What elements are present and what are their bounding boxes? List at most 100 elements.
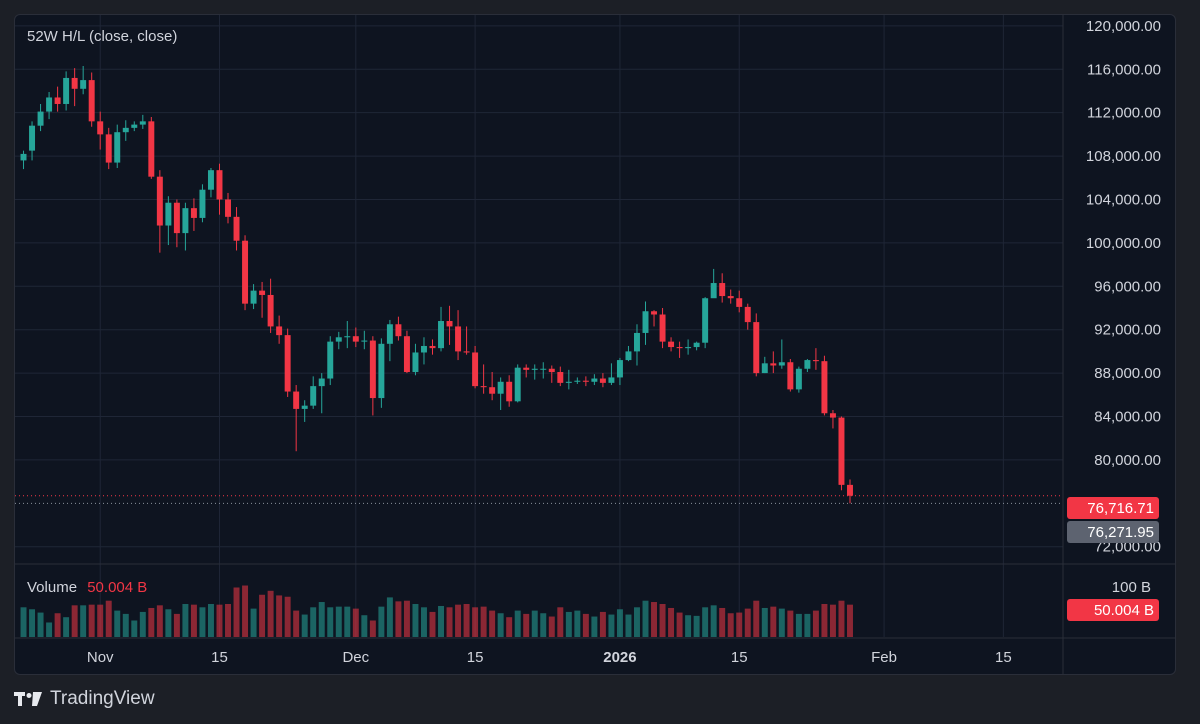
volume-bar[interactable]: [267, 590, 274, 637]
candle-body[interactable]: [625, 351, 632, 361]
volume-bar[interactable]: [63, 617, 70, 637]
volume-bar[interactable]: [293, 610, 300, 637]
candle-body[interactable]: [80, 80, 87, 89]
candle-body[interactable]: [71, 77, 78, 89]
candle-body[interactable]: [463, 351, 470, 353]
volume-bar[interactable]: [173, 613, 180, 637]
volume-bar[interactable]: [548, 616, 555, 637]
volume-bar[interactable]: [676, 612, 683, 637]
volume-bar[interactable]: [812, 610, 819, 637]
volume-bar[interactable]: [795, 613, 802, 637]
candle-body[interactable]: [97, 121, 104, 135]
volume-bar[interactable]: [847, 604, 853, 637]
candle-body[interactable]: [548, 368, 555, 373]
volume-bar[interactable]: [122, 613, 129, 637]
candle-body[interactable]: [259, 290, 266, 295]
volume-bar[interactable]: [318, 602, 325, 637]
volume-bar[interactable]: [165, 609, 172, 637]
candle-body[interactable]: [199, 189, 206, 218]
candle-body[interactable]: [429, 345, 436, 349]
candle-body[interactable]: [574, 380, 581, 382]
candle-body[interactable]: [702, 298, 709, 343]
volume-bar[interactable]: [489, 610, 496, 637]
candle-body[interactable]: [267, 294, 274, 327]
volume-bar[interactable]: [429, 611, 436, 637]
volume-bar[interactable]: [37, 612, 44, 637]
candle-body[interactable]: [744, 306, 751, 323]
volume-bar[interactable]: [693, 615, 700, 637]
volume-bar[interactable]: [139, 611, 146, 637]
volume-bar[interactable]: [540, 613, 547, 637]
volume-bar[interactable]: [412, 604, 419, 637]
candle-body[interactable]: [531, 368, 538, 370]
candle-body[interactable]: [207, 170, 214, 190]
candle-body[interactable]: [455, 326, 462, 352]
candle-body[interactable]: [642, 311, 649, 333]
volume-bar[interactable]: [105, 600, 112, 637]
volume-bar[interactable]: [97, 604, 104, 637]
candle-body[interactable]: [497, 381, 504, 394]
volume-bar[interactable]: [225, 604, 231, 637]
candle-body[interactable]: [173, 202, 180, 234]
volume-bar[interactable]: [685, 615, 692, 637]
candle-body[interactable]: [242, 240, 249, 304]
volume-bar[interactable]: [625, 614, 632, 637]
volume-bar[interactable]: [446, 607, 453, 637]
volume-bar[interactable]: [497, 613, 504, 637]
candle-body[interactable]: [668, 341, 675, 348]
volume-bar[interactable]: [361, 615, 368, 637]
candle-body[interactable]: [838, 417, 845, 485]
candle-body[interactable]: [523, 367, 530, 370]
candle-body[interactable]: [310, 386, 317, 406]
candle-body[interactable]: [651, 311, 658, 315]
volume-bar[interactable]: [480, 606, 487, 637]
candle-body[interactable]: [634, 332, 640, 352]
candle-body[interactable]: [148, 121, 155, 177]
volume-bar[interactable]: [403, 600, 410, 637]
candle-body[interactable]: [591, 378, 598, 382]
candle-body[interactable]: [276, 326, 283, 336]
volume-bar[interactable]: [608, 614, 615, 637]
volume-bar[interactable]: [710, 605, 717, 637]
candle-body[interactable]: [20, 153, 27, 161]
volume-bar[interactable]: [506, 617, 513, 637]
candle-body[interactable]: [378, 343, 385, 399]
volume-bar[interactable]: [310, 607, 317, 637]
candle-body[interactable]: [557, 372, 564, 383]
volume-bar[interactable]: [599, 611, 606, 637]
volume-bar[interactable]: [557, 607, 564, 637]
candle-body[interactable]: [412, 352, 419, 373]
volume-bar[interactable]: [829, 604, 836, 637]
candle-body[interactable]: [438, 321, 444, 349]
candle-body[interactable]: [361, 340, 368, 342]
volume-bar[interactable]: [582, 613, 589, 637]
volume-bar[interactable]: [778, 608, 785, 637]
candle-body[interactable]: [395, 324, 402, 337]
candle-body[interactable]: [250, 290, 257, 304]
candle-body[interactable]: [616, 360, 623, 378]
candle-body[interactable]: [54, 97, 61, 104]
candle-body[interactable]: [804, 360, 811, 369]
candle-body[interactable]: [727, 296, 734, 299]
volume-bar[interactable]: [352, 608, 359, 637]
volume-bar[interactable]: [591, 616, 598, 637]
volume-bar[interactable]: [616, 609, 623, 637]
candle-body[interactable]: [795, 368, 802, 390]
volume-bar[interactable]: [659, 604, 666, 637]
volume-bar[interactable]: [574, 610, 581, 637]
candle-body[interactable]: [293, 391, 300, 409]
candle-body[interactable]: [565, 381, 572, 383]
candle-body[interactable]: [446, 321, 453, 327]
candle-body[interactable]: [472, 352, 479, 387]
volume-bar[interactable]: [369, 620, 376, 638]
volume-bar[interactable]: [523, 613, 530, 637]
candle-body[interactable]: [659, 314, 666, 342]
volume-bar[interactable]: [463, 604, 470, 637]
candle-body[interactable]: [156, 176, 163, 226]
volume-bar[interactable]: [344, 606, 351, 637]
volume-bar[interactable]: [838, 600, 845, 637]
volume-bar[interactable]: [736, 612, 743, 637]
candle-body[interactable]: [506, 381, 513, 402]
candle-body[interactable]: [190, 208, 197, 218]
candle-body[interactable]: [847, 484, 853, 496]
